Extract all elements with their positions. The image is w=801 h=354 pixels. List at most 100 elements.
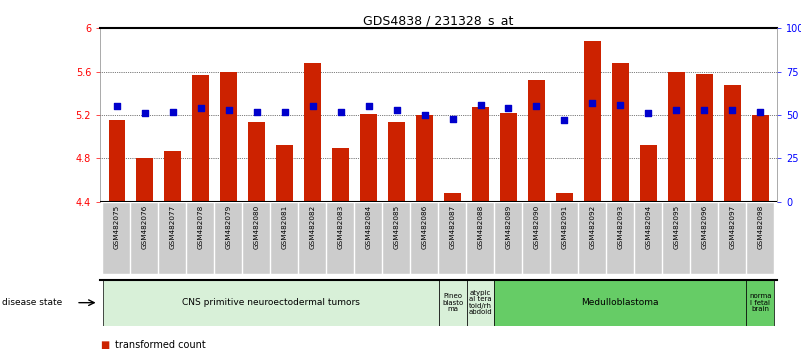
Point bbox=[362, 103, 375, 109]
Point bbox=[306, 103, 319, 109]
Bar bbox=[523, 202, 549, 274]
Bar bbox=[584, 41, 601, 202]
Text: Medulloblastoma: Medulloblastoma bbox=[582, 298, 659, 307]
Text: GSM482089: GSM482089 bbox=[505, 205, 512, 249]
Text: atypic
al tera
toid/rh
abdoid: atypic al tera toid/rh abdoid bbox=[469, 290, 493, 315]
Point bbox=[474, 102, 487, 108]
Point bbox=[642, 110, 654, 116]
Bar bbox=[131, 202, 159, 274]
Bar bbox=[747, 202, 774, 274]
Point bbox=[223, 107, 235, 113]
Text: GDS4838 / 231328_s_at: GDS4838 / 231328_s_at bbox=[364, 14, 513, 27]
Text: GSM482080: GSM482080 bbox=[254, 205, 260, 249]
Point bbox=[670, 107, 682, 113]
Text: GSM482079: GSM482079 bbox=[226, 205, 231, 249]
Text: GSM482084: GSM482084 bbox=[365, 205, 372, 249]
Point bbox=[334, 109, 347, 114]
Bar bbox=[108, 120, 125, 202]
Point bbox=[558, 118, 571, 123]
Bar bbox=[244, 202, 270, 274]
Text: GSM482098: GSM482098 bbox=[757, 205, 763, 249]
Text: Pineo
blasto
ma: Pineo blasto ma bbox=[442, 293, 463, 312]
Bar bbox=[136, 159, 153, 202]
Text: GSM482078: GSM482078 bbox=[198, 205, 203, 249]
Bar bbox=[718, 202, 746, 274]
Bar bbox=[187, 202, 214, 274]
Bar bbox=[417, 115, 433, 202]
Text: GSM482094: GSM482094 bbox=[646, 205, 651, 249]
Bar bbox=[272, 202, 298, 274]
Bar bbox=[444, 193, 461, 202]
Text: CNS primitive neuroectodermal tumors: CNS primitive neuroectodermal tumors bbox=[182, 298, 360, 307]
Point bbox=[726, 107, 739, 113]
Bar bbox=[696, 74, 713, 202]
Bar bbox=[304, 63, 321, 202]
Point bbox=[418, 112, 431, 118]
Text: GSM482083: GSM482083 bbox=[338, 205, 344, 249]
Bar bbox=[248, 121, 265, 202]
Text: GSM482082: GSM482082 bbox=[310, 205, 316, 249]
Text: GSM482076: GSM482076 bbox=[142, 205, 148, 249]
Point bbox=[614, 102, 626, 108]
Bar bbox=[640, 145, 657, 202]
Bar bbox=[663, 202, 690, 274]
Text: ■: ■ bbox=[100, 340, 110, 350]
Text: GSM482086: GSM482086 bbox=[421, 205, 428, 249]
Text: norma
l fetal
brain: norma l fetal brain bbox=[749, 293, 771, 312]
Text: GSM482097: GSM482097 bbox=[729, 205, 735, 249]
Bar bbox=[192, 75, 209, 202]
Bar bbox=[103, 280, 439, 326]
Text: GSM482090: GSM482090 bbox=[533, 205, 539, 249]
Text: disease state: disease state bbox=[2, 298, 62, 307]
Bar bbox=[383, 202, 410, 274]
Point bbox=[502, 105, 515, 111]
Text: GSM482077: GSM482077 bbox=[170, 205, 176, 249]
Bar bbox=[328, 202, 354, 274]
Point bbox=[446, 116, 459, 121]
Bar bbox=[276, 145, 293, 202]
Bar bbox=[388, 121, 405, 202]
Text: transformed count: transformed count bbox=[115, 340, 205, 350]
Bar bbox=[635, 202, 662, 274]
Point bbox=[111, 103, 123, 109]
Point bbox=[698, 107, 710, 113]
Bar bbox=[668, 72, 685, 202]
Bar bbox=[439, 280, 466, 326]
Bar bbox=[500, 113, 517, 202]
Text: GSM482093: GSM482093 bbox=[618, 205, 623, 249]
Bar bbox=[747, 280, 775, 326]
Text: GSM482087: GSM482087 bbox=[449, 205, 456, 249]
Text: GSM482085: GSM482085 bbox=[393, 205, 400, 249]
Point bbox=[278, 109, 291, 114]
Bar bbox=[551, 202, 578, 274]
Bar bbox=[164, 151, 181, 202]
Text: GSM482081: GSM482081 bbox=[282, 205, 288, 249]
Bar bbox=[467, 202, 494, 274]
Bar bbox=[411, 202, 438, 274]
Bar bbox=[556, 193, 573, 202]
Point bbox=[530, 103, 543, 109]
Bar bbox=[612, 63, 629, 202]
Bar bbox=[752, 115, 769, 202]
Bar bbox=[724, 85, 741, 202]
Bar bbox=[159, 202, 187, 274]
Bar bbox=[528, 80, 545, 202]
Bar bbox=[215, 202, 242, 274]
Bar bbox=[439, 202, 466, 274]
Text: GSM482088: GSM482088 bbox=[477, 205, 484, 249]
Bar bbox=[355, 202, 382, 274]
Text: GSM482075: GSM482075 bbox=[114, 205, 120, 249]
Text: GSM482092: GSM482092 bbox=[590, 205, 595, 249]
Bar bbox=[466, 280, 494, 326]
Bar bbox=[494, 280, 747, 326]
Bar bbox=[103, 202, 131, 274]
Point bbox=[167, 109, 179, 114]
Bar bbox=[220, 72, 237, 202]
Text: GSM482091: GSM482091 bbox=[562, 205, 567, 249]
Bar bbox=[690, 202, 718, 274]
Text: GSM482095: GSM482095 bbox=[674, 205, 679, 249]
Bar bbox=[360, 114, 377, 202]
Point bbox=[390, 107, 403, 113]
Bar bbox=[300, 202, 326, 274]
Bar bbox=[332, 148, 349, 202]
